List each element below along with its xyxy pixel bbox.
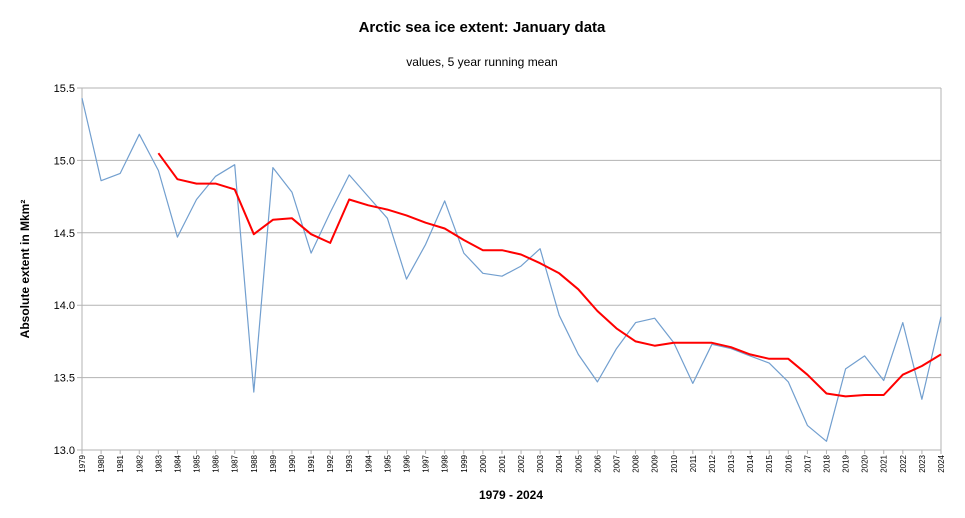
x-tick-label: 1984 — [173, 454, 182, 472]
x-tick-label: 2011 — [689, 454, 698, 472]
x-tick-label: 1982 — [135, 454, 144, 472]
x-tick-label: 2016 — [784, 454, 793, 472]
x-tick-label: 2000 — [479, 454, 488, 472]
x-tick-label: 2010 — [670, 454, 679, 472]
x-tick-label: 2009 — [651, 454, 660, 472]
x-tick-label: 1985 — [193, 454, 202, 472]
x-tick-label: 1983 — [154, 454, 163, 472]
x-tick-label: 1979 — [78, 454, 87, 472]
values-line — [81, 97, 942, 442]
x-tick-label: 1989 — [269, 454, 278, 472]
x-tick-label: 1994 — [364, 454, 373, 472]
x-tick-label: 1990 — [288, 454, 297, 472]
y-axis-label: Absolute extent in Mkm² — [18, 200, 32, 339]
y-ticks: 13.0 13.5 14.0 14.5 15.0 15.5 — [54, 83, 75, 457]
x-tick-label: 2013 — [727, 454, 736, 472]
x-tick-label: 2022 — [899, 454, 908, 472]
y-tick-label: 15.0 — [54, 155, 75, 167]
x-tick-label: 1981 — [116, 454, 125, 472]
x-tick-label: 2006 — [593, 454, 602, 472]
x-tick-label: 1986 — [212, 454, 221, 472]
x-tick-label: 2021 — [880, 454, 889, 472]
x-tick-label: 1995 — [383, 454, 392, 472]
x-tick-label: 2012 — [708, 454, 717, 472]
x-tick-label: 1992 — [326, 454, 335, 472]
x-tick-label: 2018 — [822, 454, 831, 472]
y-tick-label: 14.0 — [54, 300, 75, 312]
x-tick-label: 1997 — [422, 454, 431, 472]
x-axis-label: 1979 - 2024 — [479, 488, 543, 502]
x-tick-label: 1996 — [403, 454, 412, 472]
chart-title: Arctic sea ice extent: January data — [359, 19, 606, 36]
x-tick-label: 1987 — [231, 454, 240, 472]
x-tick-label: 2007 — [612, 454, 621, 472]
x-tick-label: 2008 — [632, 454, 641, 472]
x-tick-label: 2004 — [555, 454, 564, 472]
x-tick-label: 2002 — [517, 454, 526, 472]
x-tick-label: 1993 — [345, 454, 354, 472]
x-tick-label: 2017 — [803, 454, 812, 472]
running-mean-line — [157, 152, 942, 398]
chart-subtitle: values, 5 year running mean — [406, 55, 557, 69]
x-tick-label: 2001 — [498, 454, 507, 472]
x-tick-label: 2023 — [918, 454, 927, 472]
x-tick-label: 1999 — [460, 454, 469, 472]
x-tick-label: 1991 — [307, 454, 316, 472]
x-ticks: 1979 1980 1981 1982 1983 1984 1985 1986 1987 1988… — [78, 450, 946, 473]
x-tick-label: 1988 — [250, 454, 259, 472]
y-tick-label: 14.5 — [54, 228, 75, 240]
grid — [77, 87, 942, 451]
x-tick-label: 2014 — [746, 454, 755, 472]
x-tick-label: 2024 — [937, 454, 946, 472]
y-tick-label: 13.5 — [54, 373, 75, 385]
x-tick-label: 2020 — [861, 454, 870, 472]
x-tick-label: 1998 — [441, 454, 450, 472]
series-group — [81, 97, 942, 442]
x-tick-label: 1980 — [97, 454, 106, 472]
y-tick-label: 15.5 — [54, 83, 75, 95]
y-tick-label: 13.0 — [54, 445, 75, 457]
x-tick-label: 2003 — [536, 454, 545, 472]
x-tick-label: 2005 — [574, 454, 583, 472]
x-tick-label: 2015 — [765, 454, 774, 472]
x-tick-label: 2019 — [842, 454, 851, 472]
